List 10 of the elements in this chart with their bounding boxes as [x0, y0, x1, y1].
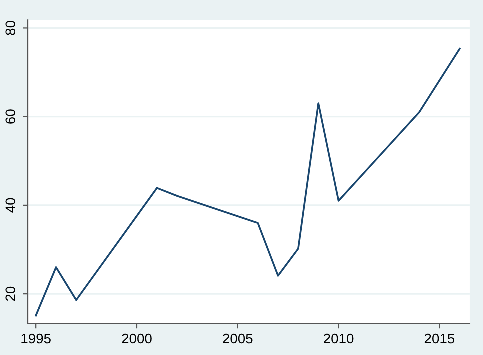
- x-tick-label: 2005: [223, 334, 253, 344]
- y-tick-label: 20: [6, 286, 16, 302]
- y-tick-label: 40: [6, 198, 16, 213]
- x-tick-label: 2015: [424, 334, 455, 344]
- line-series: [35, 48, 461, 317]
- x-tick-label: 1995: [22, 334, 51, 344]
- x-tick-label: 2010: [324, 334, 354, 344]
- y-tick-label: 60: [6, 110, 16, 124]
- y-tick-label: 80: [6, 21, 16, 36]
- x-tick-label: 2000: [122, 334, 152, 344]
